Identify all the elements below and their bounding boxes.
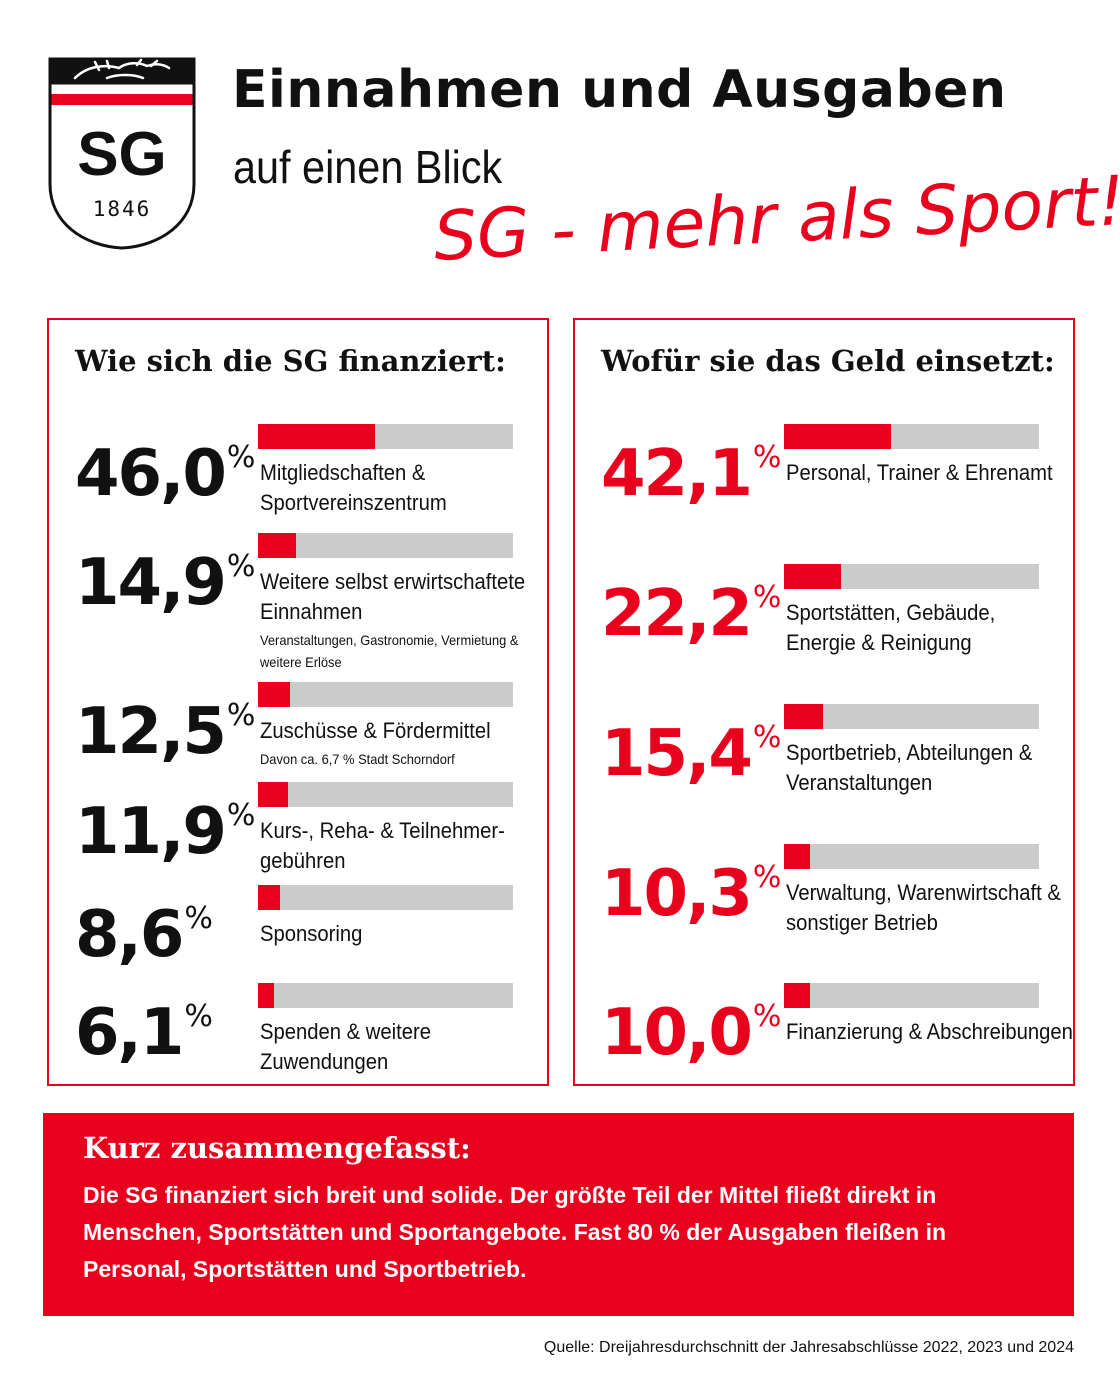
bar-track <box>784 564 1039 589</box>
bar-track <box>784 424 1039 449</box>
percentage-value: 11,9% <box>75 784 255 864</box>
percent-sign: % <box>226 440 256 475</box>
percent-sign: % <box>752 999 782 1034</box>
bar-fill <box>258 533 296 558</box>
category-label-text: Sportstätten, Gebäude, Energie & Reinigu… <box>786 600 996 655</box>
logo-year: 1846 <box>93 197 152 221</box>
bar-track <box>258 782 513 807</box>
category-label-text: Mitgliedschaften & Sportvereinszentrum <box>260 460 447 515</box>
percentage-value: 6,1% <box>75 985 213 1065</box>
category-label: Personal, Trainer & Ehrenamt <box>786 458 1076 488</box>
percent-sign: % <box>752 720 782 755</box>
percent-sign: % <box>226 698 256 733</box>
bar-track <box>784 983 1039 1008</box>
percent-sign: % <box>752 860 782 895</box>
percentage-number: 11,9 <box>75 795 227 869</box>
expense-panel-title: Wofür sie das Geld einsetzt: <box>601 344 1055 378</box>
bar-fill <box>784 983 810 1008</box>
category-label-text: Sportbetrieb, Abteilungen & Veranstaltun… <box>786 740 1033 795</box>
category-label: Finanzierung & Abschreibungen <box>786 1017 1076 1047</box>
category-label-text: Finanzierung & Abschreibungen <box>786 1019 1073 1044</box>
bar-fill <box>258 885 280 910</box>
percentage-number: 6,1 <box>75 996 184 1070</box>
bar-track <box>784 704 1039 729</box>
category-label-text: Zuschüsse & Fördermittel <box>260 718 491 743</box>
bar-fill <box>784 564 841 589</box>
expense-panel: Wofür sie das Geld einsetzt: 42,1% Person… <box>573 318 1075 1086</box>
percentage-number: 46,0 <box>75 437 227 511</box>
logo-text: SG <box>77 120 167 189</box>
category-label-text: Personal, Trainer & Ehrenamt <box>786 460 1053 485</box>
percentage-number: 14,9 <box>75 546 227 620</box>
summary-title: Kurz zusammengefasst: <box>83 1131 471 1165</box>
category-label-text: Verwaltung, Warenwirtschaft & sonstiger … <box>786 880 1061 935</box>
category-label: Sportstätten, Gebäude, Energie & Reinigu… <box>786 598 1076 658</box>
category-note: Veranstaltungen, Gastronomie, Vermietung… <box>260 632 519 670</box>
percentage-number: 12,5 <box>75 695 227 769</box>
income-panel: Wie sich die SG finanziert: 46,0% Mitglie… <box>47 318 549 1086</box>
category-label: Zuschüsse & Fördermittel Davon ca. 6,7 % … <box>260 716 550 770</box>
bar-fill <box>258 682 290 707</box>
bar-fill <box>784 424 892 449</box>
page-title: Einnahmen und Ausgaben <box>232 60 1007 120</box>
percentage-value: 15,4% <box>601 706 781 786</box>
category-label: Kurs-, Reha- & Teilnehmer- gebühren <box>260 816 550 876</box>
source-note: Quelle: Dreijahresdurchschnitt der Jahre… <box>543 1339 1074 1356</box>
category-label-text: Kurs-, Reha- & Teilnehmer- gebühren <box>260 818 505 873</box>
percentage-number: 22,2 <box>601 577 753 651</box>
bar-fill <box>784 844 811 869</box>
bar-fill <box>784 704 824 729</box>
percentage-number: 10,0 <box>601 996 753 1070</box>
percent-sign: % <box>752 440 782 475</box>
category-label-text: Sponsoring <box>260 921 363 946</box>
category-label: Weitere selbst erwirtschaftete Einnahmen… <box>260 567 550 673</box>
page-subtitle: auf einen Blick <box>233 141 503 193</box>
percentage-number: 10,3 <box>601 857 753 931</box>
summary-text: Die SG finanziert sich breit und solide.… <box>83 1182 947 1282</box>
bar-track <box>258 885 513 910</box>
bar-fill <box>258 782 289 807</box>
percentage-value: 10,0% <box>601 985 781 1065</box>
percentage-value: 14,9% <box>75 535 255 615</box>
percentage-number: 15,4 <box>601 717 753 791</box>
category-note: Davon ca. 6,7 % Stadt Schorndorf <box>260 751 455 767</box>
club-crest-logo: SG 1846 <box>48 57 196 250</box>
percentage-value: 42,1% <box>601 426 781 506</box>
percent-sign: % <box>226 798 256 833</box>
percentage-number: 8,6 <box>75 898 184 972</box>
slogan: SG - mehr als Sport! <box>432 162 1120 277</box>
bar-track <box>258 983 513 1008</box>
bar-fill <box>258 424 376 449</box>
percentage-number: 42,1 <box>601 437 753 511</box>
bar-fill <box>258 983 274 1008</box>
bar-track <box>258 424 513 449</box>
percentage-value: 8,6% <box>75 887 213 967</box>
income-panel-title: Wie sich die SG finanziert: <box>75 344 506 378</box>
category-label: Sponsoring <box>260 919 550 949</box>
bar-track <box>258 682 513 707</box>
category-label-text: Spenden & weitere Zuwendungen <box>260 1019 432 1074</box>
slogan-text: SG - mehr als Sport! <box>432 162 1120 277</box>
category-label: Sportbetrieb, Abteilungen & Veranstaltun… <box>786 738 1076 798</box>
percent-sign: % <box>184 901 213 936</box>
category-label: Spenden & weitere Zuwendungen <box>260 1017 550 1077</box>
percentage-value: 10,3% <box>601 846 781 926</box>
percent-sign: % <box>226 549 256 584</box>
percentage-value: 12,5% <box>75 684 255 764</box>
category-label: Verwaltung, Warenwirtschaft & sonstiger … <box>786 878 1076 938</box>
bar-track <box>784 844 1039 869</box>
percent-sign: % <box>184 999 213 1034</box>
category-label: Mitgliedschaften & Sportvereinszentrum <box>260 458 550 518</box>
percentage-value: 22,2% <box>601 566 781 646</box>
percentage-value: 46,0% <box>75 426 255 506</box>
category-label-text: Weitere selbst erwirtschaftete Einnahmen <box>260 569 526 624</box>
summary-box: Kurz zusammengefasst: Die SG finanziert … <box>43 1113 1074 1316</box>
percent-sign: % <box>752 580 782 615</box>
bar-track <box>258 533 513 558</box>
